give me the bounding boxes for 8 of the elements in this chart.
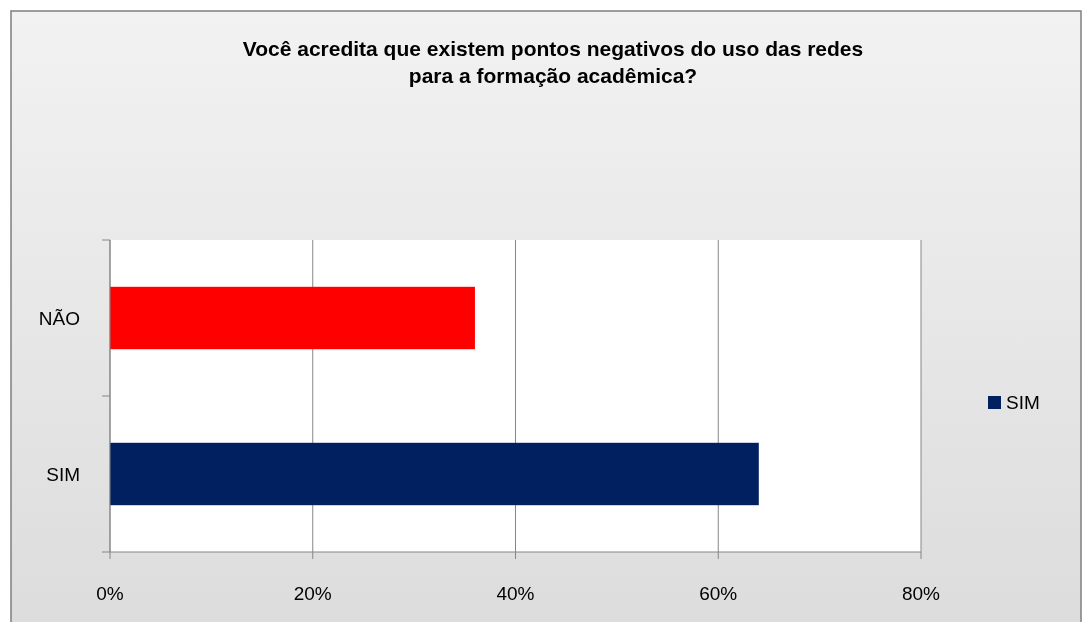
legend-label: SIM xyxy=(1006,392,1040,413)
x-tick-label: 20% xyxy=(293,583,332,604)
x-tick-label: 0% xyxy=(96,583,124,604)
x-tick-label: 60% xyxy=(699,583,738,604)
x-tick-label: 40% xyxy=(496,583,535,604)
chart-title: Você acredita que existem pontos negativos do uso das redes para a formação acadêmica? xyxy=(242,37,864,87)
y-tick-label: NÃO xyxy=(38,308,80,329)
x-tick-label: 80% xyxy=(901,583,941,604)
